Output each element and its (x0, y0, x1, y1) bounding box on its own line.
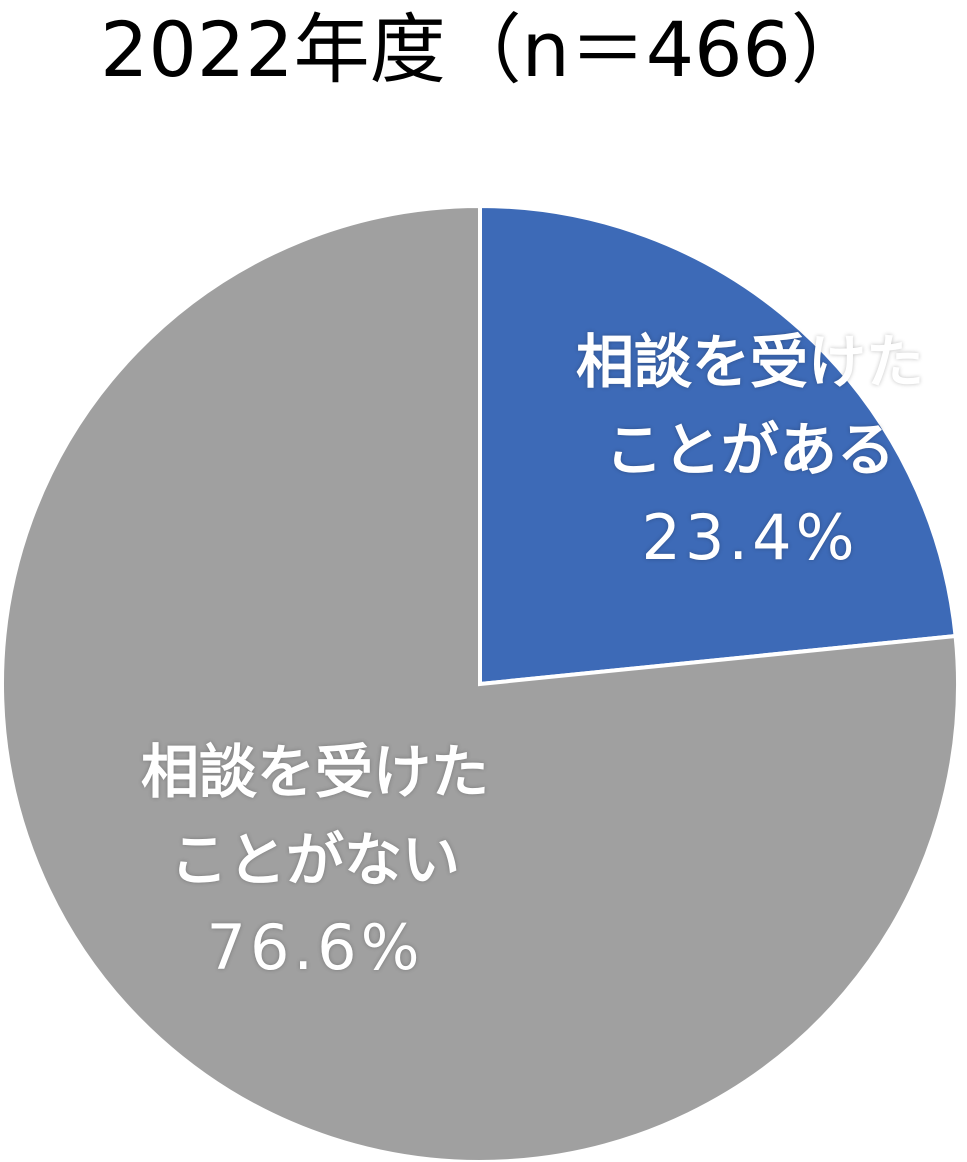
value-label: 76.6% (206, 911, 424, 984)
value-label: 23.4% (641, 501, 859, 574)
pie-slice (0, 203, 960, 1162)
pie-slice (478, 203, 958, 687)
category-label: 相談を受けたことがある (575, 328, 924, 484)
slice-label: 相談を受けたことがない 76.6% (85, 728, 545, 992)
chart-title: 2022年度（n＝466） (100, 5, 867, 94)
category-label: 相談を受けたことがない (140, 738, 489, 894)
slice-label: 相談を受けたことがある 23.4% (520, 318, 967, 582)
